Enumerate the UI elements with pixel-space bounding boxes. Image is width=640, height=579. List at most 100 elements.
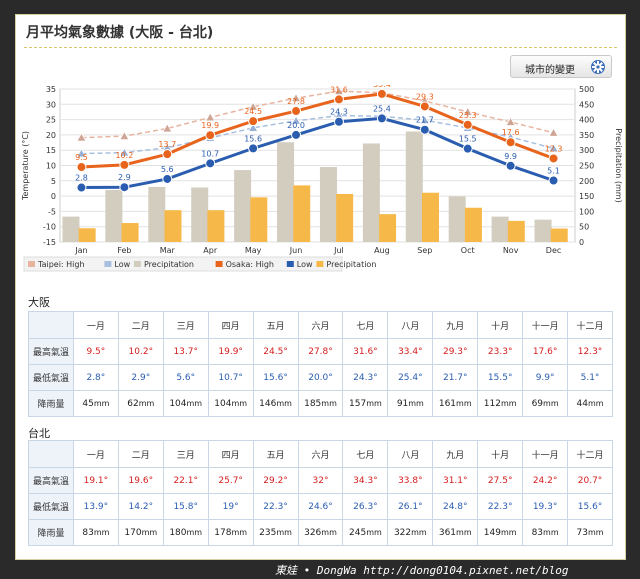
table-cell: 24.5° [252, 338, 299, 365]
rain-unit: mm [231, 398, 248, 408]
row-label: 降雨量 [28, 390, 74, 417]
rain-unit: mm [186, 398, 203, 408]
x-tick-label: May [245, 246, 262, 255]
table-cell: 12.3° [567, 338, 613, 365]
rain-value: 326 [304, 527, 322, 538]
table-corner-cell [28, 440, 74, 468]
table-cell: 112mm [477, 390, 524, 417]
table-cell: 180mm [162, 519, 209, 546]
point-marker [419, 124, 430, 135]
month-header: 七月 [342, 311, 389, 339]
month-header: 十月 [477, 440, 524, 468]
rain-unit: mm [186, 527, 203, 537]
precip-bar [105, 189, 123, 242]
legend-swatch [215, 261, 223, 267]
month-header: 六月 [297, 311, 344, 339]
table-cell: 13.9° [72, 493, 119, 520]
rain-unit: mm [366, 398, 382, 408]
table-cell: 326mm [297, 519, 344, 546]
y2-tick-label: 350 [579, 131, 594, 140]
month-header: 五月 [252, 440, 299, 468]
table-cell: 45mm [72, 390, 119, 417]
rain-unit: mm [366, 527, 382, 537]
rain-unit: mm [321, 527, 337, 537]
table-cell: 22.3° [477, 493, 524, 520]
table-cell: 19° [207, 493, 254, 520]
rain-unit: mm [500, 398, 517, 408]
taipei-table-label: 台北 [28, 427, 50, 440]
table-cell: 34.3° [342, 467, 389, 494]
data-label: 9.5 [75, 153, 88, 162]
legend-item: Low [297, 260, 313, 269]
y2-tick-label: 50 [579, 223, 589, 232]
x-tick-label: Mar [160, 246, 176, 255]
table-cell: 170mm [117, 519, 164, 546]
series-line [81, 90, 554, 139]
triangle-marker [205, 112, 216, 122]
data-label: 5.6 [161, 165, 174, 174]
y2-tick-label: 300 [579, 146, 594, 155]
triangle-marker [548, 127, 559, 137]
table-cell: 91mm [387, 390, 434, 417]
y2-tick-label: 200 [579, 177, 594, 186]
point-marker [76, 162, 87, 173]
point-marker [462, 119, 473, 130]
point-marker [248, 116, 259, 127]
point-marker [248, 143, 259, 154]
rain-value: 83 [82, 527, 94, 538]
y-tick-label: 35 [46, 85, 56, 94]
table-cell: 9.5° [72, 338, 119, 365]
point-marker [76, 182, 87, 193]
title-divider [24, 47, 617, 48]
triangle-marker [162, 123, 173, 133]
month-header: 十月 [477, 311, 524, 339]
rain-value: 180 [169, 527, 187, 538]
rain-value: 69 [531, 398, 544, 409]
table-cell: 29.3° [432, 338, 479, 365]
point-marker [376, 113, 387, 124]
taipei-rain-row: 降雨量 83mm 170mm 180mm 178mm 235mm 326mm 245mm 322… [28, 519, 613, 546]
point-marker [548, 175, 559, 186]
month-header: 九月 [432, 311, 479, 339]
rain-value: 44 [576, 398, 588, 409]
data-label: 23.3 [459, 111, 477, 120]
precip-bar [148, 186, 166, 242]
precip-bar [448, 196, 466, 242]
legend-box [23, 256, 343, 272]
precip-bar [507, 220, 525, 242]
data-label: 15.5 [459, 135, 477, 144]
table-cell: 149mm [477, 519, 524, 546]
row-label: 最高氣溫 [28, 338, 74, 365]
rain-value: 112 [483, 398, 501, 409]
temperature-precipitation-chart: 35302520151050-5-10-15500450400350300250… [21, 85, 623, 272]
table-cell: 20.0° [297, 364, 344, 391]
table-cell: 185mm [297, 390, 344, 417]
month-header: 四月 [207, 311, 254, 339]
x-tick-label: Sep [417, 246, 432, 255]
point-marker [333, 94, 344, 105]
legend-swatch [104, 261, 112, 267]
point-marker [548, 153, 559, 164]
precip-bar [421, 192, 439, 242]
gear-icon [591, 60, 605, 74]
y2-axis-label: Precipitation (mm) [614, 128, 623, 202]
triangle-marker [419, 114, 430, 125]
data-label: 10.7 [201, 149, 219, 158]
row-label: 降雨量 [28, 519, 74, 546]
change-city-button[interactable]: 城市的變更 [510, 55, 612, 78]
series-line [81, 116, 555, 190]
data-label: 15.6 [244, 134, 262, 143]
table-cell: 31.6° [342, 338, 389, 365]
data-label: 24.3 [330, 108, 348, 117]
data-label: 33.4 [373, 85, 391, 89]
y-tick-label: 15 [46, 146, 56, 155]
taipei-low-row: 最低氣溫 13.9° 14.2° 15.8° 19° 22.3° 24.6° 26.3° 26.… [28, 493, 613, 520]
rain-unit: mm [587, 527, 604, 537]
table-cell: 83mm [522, 519, 569, 546]
table-corner-cell [28, 311, 74, 339]
y2-tick-label: 500 [579, 85, 594, 94]
triangle-marker [247, 122, 259, 132]
y-tick-label: 0 [51, 192, 56, 201]
rain-value: 146 [259, 398, 277, 409]
data-label: 12.3 [545, 144, 563, 153]
